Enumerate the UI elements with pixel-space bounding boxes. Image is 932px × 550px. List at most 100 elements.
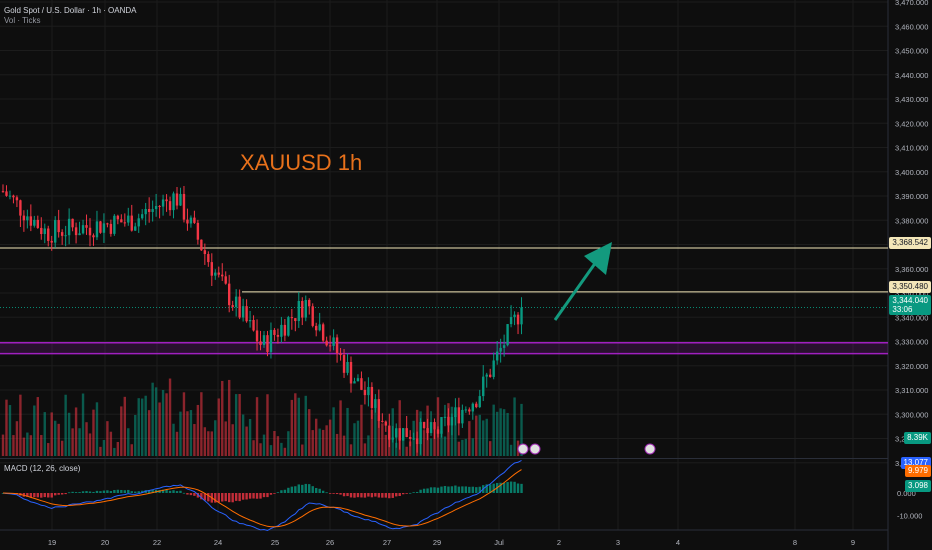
macd-histogram-bar — [489, 484, 492, 493]
price-tick-label: 3,430.000 — [895, 95, 928, 104]
volume-bar — [217, 398, 220, 456]
candle-body — [478, 396, 481, 408]
candle-body — [262, 335, 266, 345]
candle-body — [315, 325, 318, 331]
level-label-upper: 3,368.542 — [889, 237, 931, 249]
symbol-legend[interactable]: Gold Spot / U.S. Dollar · 1h · OANDA — [4, 6, 137, 15]
price-tick-label: 3,380.000 — [895, 216, 928, 225]
candle-body — [489, 374, 492, 377]
macd-legend[interactable]: MACD (12, 26, close) — [4, 464, 81, 473]
macd-histogram-bar — [245, 493, 248, 500]
candle-body — [158, 205, 161, 207]
candle-body — [234, 296, 238, 307]
candles-layer — [1, 184, 523, 455]
macd-histogram-bar — [440, 486, 443, 493]
macd-histogram-bar — [426, 488, 429, 493]
macd-histogram-bar — [429, 487, 433, 493]
volume-bar — [12, 435, 15, 456]
volume-bar — [224, 421, 227, 456]
volume-bar — [422, 430, 426, 456]
volume-bar — [353, 423, 356, 456]
volume-bar — [123, 396, 126, 456]
volume-bar — [356, 420, 360, 456]
volume-bar — [415, 409, 419, 456]
macd-histogram-bar — [419, 489, 422, 493]
candle-body — [141, 214, 144, 219]
macd-histogram-bar — [328, 493, 332, 494]
macd-histogram-bar — [447, 486, 450, 493]
macd-histogram-bar — [228, 493, 231, 503]
macd-histogram-bar — [374, 493, 377, 497]
macd-histogram-bar — [377, 493, 381, 498]
volume-bar — [95, 402, 99, 456]
candle-body — [311, 306, 314, 326]
volume-bar — [5, 399, 8, 456]
volume-bar — [454, 415, 457, 456]
volume-bar — [1, 434, 5, 456]
volume-bar — [475, 415, 478, 456]
macd-histogram-bar — [290, 486, 294, 493]
volume-bar — [29, 435, 33, 456]
volume-bar — [384, 434, 387, 456]
volume-bar — [315, 418, 318, 456]
macd-histogram-bar — [502, 483, 506, 493]
macd-histogram-bar — [172, 490, 175, 493]
macd-histogram-bar — [408, 492, 412, 494]
candle-body — [370, 386, 374, 408]
volume-bar — [26, 432, 29, 456]
macd-histogram-bar — [224, 493, 227, 502]
volume-bar — [203, 427, 207, 456]
candle-body — [88, 227, 92, 236]
macd-histogram-bar — [262, 493, 266, 498]
volume-bar — [311, 430, 314, 456]
time-tick-label: Jul — [494, 538, 504, 547]
volume-bar — [405, 446, 408, 456]
volume-bar — [482, 420, 485, 456]
volume-bar — [339, 400, 342, 456]
macd-histogram-bar — [130, 491, 133, 493]
macd-histogram-bar — [370, 493, 374, 498]
pane-separator[interactable] — [0, 458, 888, 459]
macd-histogram-bar — [509, 481, 513, 493]
candle-body — [363, 389, 367, 396]
candle-body — [47, 228, 50, 241]
volume-bar — [332, 407, 335, 456]
candle-body — [492, 360, 495, 377]
macd-histogram-bar — [207, 493, 210, 502]
candle-body — [43, 228, 46, 235]
volume-bar — [381, 423, 384, 456]
macd-histogram-bar — [203, 493, 207, 501]
macd-histogram-bar — [217, 493, 220, 503]
volume-bar — [495, 411, 499, 456]
volume-bar — [50, 412, 53, 456]
macd-histogram-bar — [294, 486, 297, 493]
volume-bar — [161, 389, 165, 456]
volume-bar — [426, 405, 429, 456]
macd-line — [2, 459, 522, 532]
candle-body — [259, 341, 262, 345]
macd-histogram-bar — [113, 490, 116, 493]
macd-histogram-bar — [311, 486, 314, 493]
candle-body — [468, 409, 471, 412]
volume-bar — [196, 404, 200, 456]
macd-histogram-bar — [443, 485, 447, 493]
macd-histogram-bar — [415, 491, 419, 493]
candle-body — [26, 216, 29, 221]
candle-body — [8, 195, 12, 197]
macd-histogram-bar — [99, 491, 102, 493]
candle-body — [509, 317, 513, 325]
time-tick-label: 26 — [326, 538, 334, 547]
volume-bar — [304, 395, 307, 456]
candle-body — [231, 305, 234, 307]
volume-legend[interactable]: Vol · Ticks — [4, 16, 41, 25]
volume-bar — [461, 439, 464, 456]
macd-histogram-bar — [436, 487, 440, 493]
candle-body — [308, 299, 311, 307]
volume-bar — [349, 444, 353, 456]
macd-histogram-bar — [175, 491, 179, 493]
volume-badge: 8.39K — [904, 432, 931, 444]
price-tick-label: 3,460.000 — [895, 22, 928, 31]
candle-body — [50, 240, 53, 243]
candle-body — [332, 337, 335, 346]
